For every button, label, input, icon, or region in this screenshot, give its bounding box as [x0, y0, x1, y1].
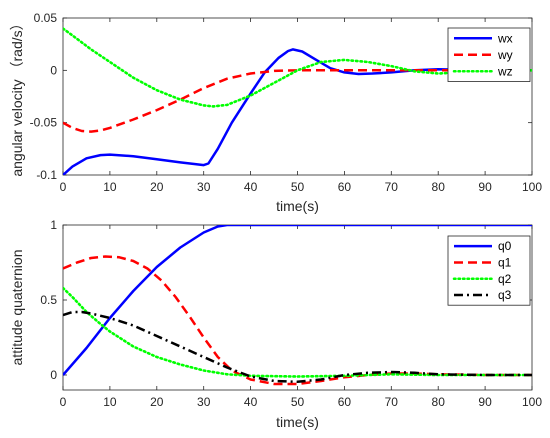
- legend-label-q0: q0: [498, 239, 512, 253]
- y-tick-label: 1: [50, 218, 57, 232]
- legend-label-q3: q3: [498, 288, 512, 302]
- x-tick-label: 0: [60, 395, 67, 409]
- legend: q0 q1 q2 q3: [447, 235, 531, 306]
- x-tick-label: 30: [197, 395, 211, 409]
- x-tick-label: 90: [478, 180, 492, 194]
- series-line-q0: [63, 225, 532, 376]
- y-tick-label: 0.5: [40, 293, 57, 307]
- x-tick-label: 80: [432, 180, 446, 194]
- x-tick-label: 100: [522, 180, 542, 194]
- x-tick-label: 10: [103, 180, 117, 194]
- x-tick-label: 20: [150, 395, 164, 409]
- y-tick-label: -0.1: [36, 168, 57, 182]
- legend-box: [447, 235, 531, 306]
- y-axis-label: attitude quaternion: [9, 250, 25, 366]
- x-tick-label: 40: [244, 180, 258, 194]
- x-tick-label: 50: [291, 395, 305, 409]
- x-tick-label: 10: [103, 395, 117, 409]
- x-tick-label: 90: [478, 395, 492, 409]
- x-tick-label: 60: [338, 395, 352, 409]
- x-tick-label: 50: [291, 180, 305, 194]
- series-line-q2: [63, 286, 532, 378]
- series-line-q1: [63, 255, 532, 386]
- x-tick-label: 60: [338, 180, 352, 194]
- series-line-wy: [63, 69, 532, 133]
- x-tick-label: 70: [385, 180, 399, 194]
- x-tick-label: 80: [432, 395, 446, 409]
- y-tick-label: 0: [50, 63, 57, 77]
- y-tick-label: -0.05: [30, 116, 58, 130]
- legend-label-q2: q2: [498, 272, 512, 286]
- legend: wx wy wz: [447, 27, 531, 82]
- y-tick-label: 0.05: [34, 11, 58, 25]
- x-tick-label: 0: [60, 180, 67, 194]
- panel-2: 0 10 20 30 40 50 60 70 80 90 100 0 0.5 1 time(s) attitu…: [9, 218, 542, 430]
- legend-label-q1: q1: [498, 255, 512, 269]
- legend-label-wy: wy: [497, 48, 513, 62]
- y-tick-label: 0: [50, 368, 57, 382]
- x-tick-label: 30: [197, 180, 211, 194]
- x-axis-label: time(s): [276, 414, 319, 430]
- panel-1: 0 10 20 30 40 50 60 70 80 90 100 -0.1 -0.05 0 0.05 time…: [9, 11, 542, 214]
- legend-label-wx: wx: [497, 31, 513, 45]
- x-tick-label: 20: [150, 180, 164, 194]
- x-tick-label: 100: [522, 395, 542, 409]
- x-axis-label: time(s): [276, 198, 319, 214]
- x-tick-label: 40: [244, 395, 258, 409]
- y-axis-label: angular velocity （rad/s）: [9, 16, 25, 176]
- x-tick-label: 70: [385, 395, 399, 409]
- legend-label-wz: wz: [497, 64, 513, 78]
- series-line-wz: [63, 27, 532, 108]
